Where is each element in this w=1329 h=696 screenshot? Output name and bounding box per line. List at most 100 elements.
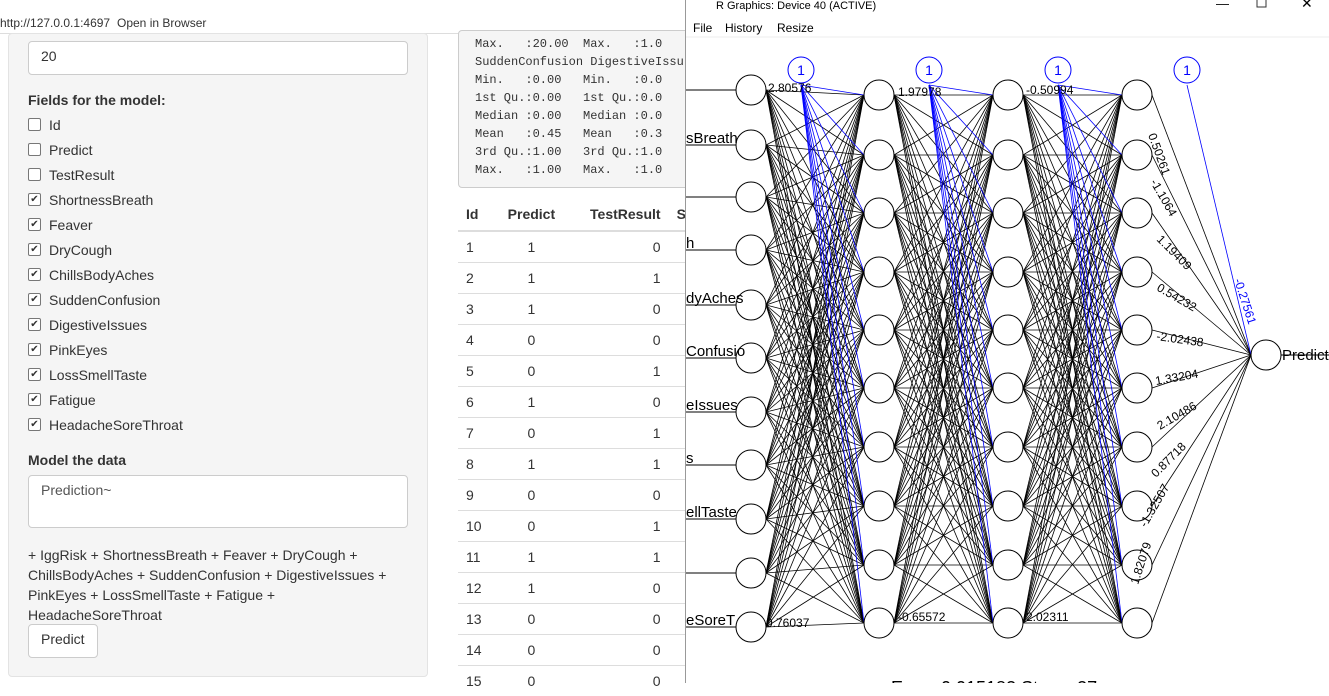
- table-cell: 1: [495, 542, 569, 573]
- neuron: [1251, 340, 1281, 370]
- weight-label: 1.33204: [1154, 367, 1199, 388]
- close[interactable]: ✕: [1301, 0, 1313, 11]
- table-cell: 1: [495, 449, 569, 480]
- neuron: [1122, 315, 1152, 345]
- bias-connection: [1187, 85, 1251, 355]
- table-cell: 1: [495, 573, 569, 604]
- numeric-input[interactable]: 20: [28, 41, 408, 75]
- neuron: [1122, 257, 1152, 287]
- minimize[interactable]: —: [1216, 0, 1229, 11]
- connection: [766, 213, 864, 627]
- checkbox[interactable]: ✔: [28, 343, 41, 356]
- output-label: Predict: [1282, 347, 1329, 364]
- neuron: [993, 315, 1023, 345]
- bias-label: 1: [925, 62, 933, 78]
- weight-label: -0.65572: [898, 610, 946, 624]
- table-cell: 0: [568, 604, 668, 635]
- input-label: sBreath: [686, 130, 738, 147]
- neuron: [993, 373, 1023, 403]
- checkbox-row: ✔DigestiveIssues: [28, 312, 183, 337]
- checkbox[interactable]: ✔: [28, 368, 41, 381]
- input-label: h: [686, 235, 694, 252]
- table-cell: 10: [458, 511, 495, 542]
- neuron: [864, 140, 894, 170]
- neuron: [993, 608, 1023, 638]
- summary-line: Mean :0.45 Mean :0.3: [475, 125, 681, 143]
- neuron: [993, 80, 1023, 110]
- checkbox[interactable]: [28, 143, 41, 156]
- checkbox-label: HeadacheSoreThroat: [49, 417, 183, 433]
- checkbox[interactable]: ✔: [28, 268, 41, 281]
- open-in-browser[interactable]: Open in Browser: [117, 16, 206, 30]
- checkbox-row: Predict: [28, 137, 183, 162]
- checkbox[interactable]: ✔: [28, 193, 41, 206]
- url: http://127.0.0.1:4697: [0, 16, 110, 30]
- input-label: s: [686, 450, 694, 467]
- weight-label: 2.10486: [1155, 399, 1200, 433]
- table-cell: 0: [568, 480, 668, 511]
- neuron: [993, 550, 1023, 580]
- neuron: [736, 450, 766, 480]
- checkbox[interactable]: ✔: [28, 218, 41, 231]
- neuron: [864, 80, 894, 110]
- predict-button[interactable]: Predict: [28, 624, 98, 658]
- neuron: [736, 182, 766, 212]
- checkbox[interactable]: ✔: [28, 293, 41, 306]
- table-cell: 0: [568, 635, 668, 666]
- neuron: [1122, 140, 1152, 170]
- checkbox[interactable]: ✔: [28, 393, 41, 406]
- checkbox-label: TestResult: [49, 167, 114, 183]
- menu-item[interactable]: Resize: [777, 21, 814, 35]
- weight-label: -2.02438: [1156, 329, 1205, 350]
- table-cell: 0: [568, 231, 668, 263]
- table-cell: 0: [495, 418, 569, 449]
- connection: [766, 506, 864, 573]
- table-cell: 0: [495, 480, 569, 511]
- weight-label: 2.02311: [1026, 610, 1069, 624]
- checkbox-row: TestResult: [28, 162, 183, 187]
- table-cell: 4: [458, 325, 495, 356]
- table-cell: 7: [458, 418, 495, 449]
- checkbox[interactable]: ✔: [28, 318, 41, 331]
- neuron: [864, 315, 894, 345]
- checkbox-row: ✔LossSmellTaste: [28, 362, 183, 387]
- table-cell: 1: [568, 511, 668, 542]
- table-cell: 0: [495, 356, 569, 387]
- weight-label: 2.80576: [768, 81, 812, 95]
- table-cell: 2: [458, 263, 495, 294]
- connection: [766, 95, 864, 145]
- checkbox[interactable]: [28, 118, 41, 131]
- connection: [766, 90, 864, 155]
- menu-item[interactable]: File: [693, 21, 713, 35]
- checkbox-label: ChillsBodyAches: [49, 267, 154, 283]
- checkbox-row: Id: [28, 112, 183, 137]
- table-cell: 3: [458, 294, 495, 325]
- checkbox[interactable]: ✔: [28, 418, 41, 431]
- checkbox-row: ✔DryCough: [28, 237, 183, 262]
- checkbox-row: ✔SuddenConfusion: [28, 287, 183, 312]
- menu-item[interactable]: History: [725, 21, 762, 35]
- summary-line: Max. :20.00 Max. :1.0: [475, 35, 681, 53]
- checkbox[interactable]: [28, 168, 41, 181]
- column-header: Predict: [495, 198, 569, 231]
- checkbox[interactable]: ✔: [28, 243, 41, 256]
- formula-text: + IggRisk + ShortnessBreath + Feaver + D…: [28, 545, 398, 625]
- neuron: [993, 198, 1023, 228]
- checkbox-label: ShortnessBreath: [49, 192, 153, 208]
- table-cell: 1: [495, 387, 569, 418]
- maximize[interactable]: [1257, 0, 1266, 7]
- checkbox-row: ✔Fatigue: [28, 387, 183, 412]
- table-cell: 0: [495, 666, 569, 696]
- input-label: dyAches: [686, 290, 744, 307]
- connection: [1152, 355, 1251, 447]
- neuron: [864, 257, 894, 287]
- formula-input[interactable]: Prediction~: [28, 475, 408, 528]
- checkbox-label: PinkEyes: [49, 342, 107, 358]
- weight-label: 0.87718: [1148, 439, 1189, 480]
- neuron: [864, 608, 894, 638]
